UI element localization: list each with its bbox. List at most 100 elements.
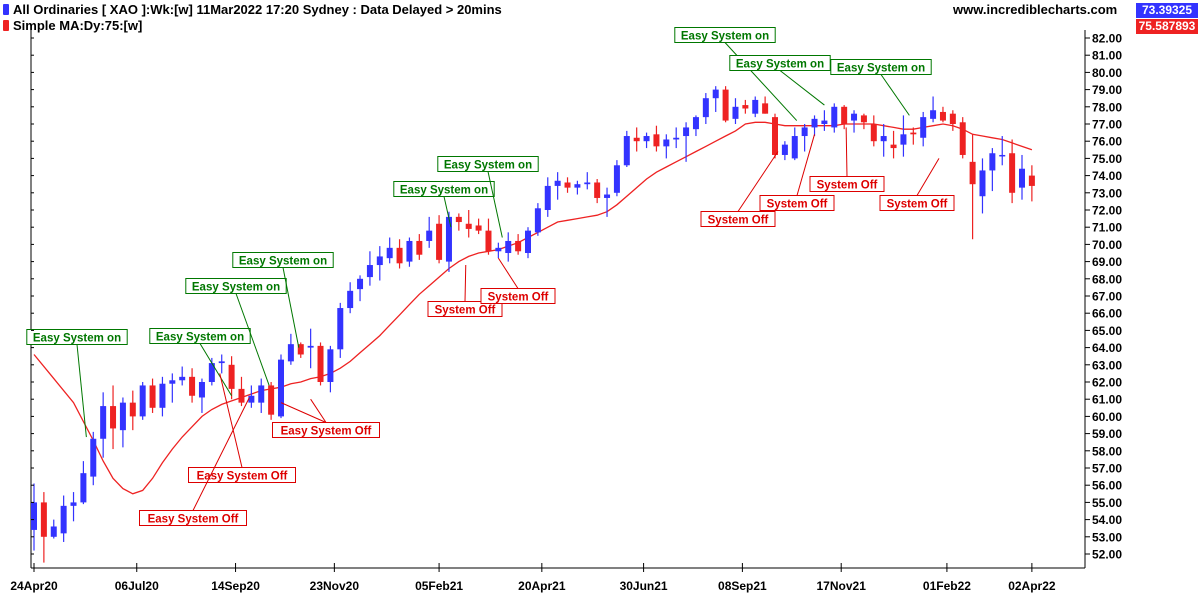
candle-body xyxy=(218,361,225,364)
candle-up xyxy=(287,333,294,365)
ma-legend-row: Simple MA:Dy:75:[w] xyxy=(3,18,142,33)
candle-body xyxy=(949,113,956,124)
candle-body xyxy=(821,120,828,124)
candle-up xyxy=(1019,154,1025,200)
x-tick-label: 01Feb22 xyxy=(923,579,971,593)
y-tick-label: 80.00 xyxy=(1092,66,1122,80)
signal-leader-line xyxy=(310,398,327,423)
signal-leader-line xyxy=(192,397,250,511)
candle-body xyxy=(1019,168,1025,188)
candle-body xyxy=(317,345,324,382)
y-tick-label: 74.00 xyxy=(1092,169,1122,183)
candle-body xyxy=(505,240,512,253)
ma-value-tag: 75.587893 xyxy=(1136,19,1198,34)
candle-body xyxy=(999,154,1006,157)
candle-down xyxy=(890,130,897,159)
y-tick-label: 68.00 xyxy=(1092,272,1122,286)
signal-box xyxy=(26,329,128,345)
candle-body xyxy=(238,388,245,403)
signal-label: Easy System Off xyxy=(148,513,239,525)
candle-up xyxy=(505,232,512,262)
x-tick-label: 05Feb21 xyxy=(415,579,463,593)
candle-body xyxy=(268,385,275,415)
candle-up xyxy=(248,385,255,408)
website-label[interactable]: www.incrediblecharts.com xyxy=(953,2,1118,17)
candle-body xyxy=(831,106,838,128)
candle-up xyxy=(732,98,739,124)
candle-down xyxy=(297,342,304,358)
signal-on-callout: Easy System on xyxy=(393,181,495,228)
signal-label: System Off xyxy=(708,214,769,226)
chart-title: All Ordinaries [ XAO ]:Wk:[w] 11Mar2022 … xyxy=(13,2,502,17)
signal-leader-line xyxy=(76,344,87,438)
candle-body xyxy=(939,111,946,121)
candle-down xyxy=(396,239,403,269)
candle-up xyxy=(673,127,680,149)
candle-up xyxy=(702,93,709,124)
candle-down xyxy=(515,234,522,255)
candle-body xyxy=(791,136,798,159)
candle-body xyxy=(525,230,531,253)
candle-down xyxy=(238,376,245,407)
price-series-swatch xyxy=(3,4,9,15)
candle-down xyxy=(653,125,660,152)
signal-on-callout: Easy System on xyxy=(149,328,251,397)
y-tick-label: 69.00 xyxy=(1092,255,1122,269)
y-tick-label: 82.00 xyxy=(1092,32,1122,46)
y-tick-label: 62.00 xyxy=(1092,376,1122,390)
x-tick-label: 06Jul20 xyxy=(115,579,159,593)
y-tick-label: 77.00 xyxy=(1092,118,1122,132)
candle-up xyxy=(278,354,284,419)
candle-body xyxy=(337,308,344,350)
candle-body xyxy=(149,385,156,408)
y-tick-label: 79.00 xyxy=(1092,83,1122,97)
candle-body xyxy=(781,144,788,155)
candle-down xyxy=(110,385,117,450)
candle-down xyxy=(1009,139,1016,204)
y-tick-label: 53.00 xyxy=(1092,530,1122,544)
signal-box xyxy=(759,195,835,211)
signal-on-callout: Easy System on xyxy=(830,59,932,116)
candle-up xyxy=(406,237,413,267)
x-tick-label: 20Apr21 xyxy=(518,579,566,593)
signal-leader-line xyxy=(282,267,300,348)
candle-up xyxy=(613,160,620,197)
candle-up xyxy=(801,124,808,152)
signal-leader-line xyxy=(779,70,825,106)
candle-up xyxy=(851,110,858,133)
candle-up xyxy=(80,461,87,505)
x-tick-label: 08Sep21 xyxy=(718,579,767,593)
candle-down xyxy=(40,492,47,563)
candle-up xyxy=(100,392,107,458)
candle-body xyxy=(643,136,650,142)
y-tick-label: 58.00 xyxy=(1092,444,1122,458)
candle-body xyxy=(485,230,492,252)
signal-leader-line xyxy=(443,196,452,228)
candle-body xyxy=(732,106,739,119)
signal-leader-line xyxy=(845,127,848,177)
signal-label: System Off xyxy=(488,291,549,303)
candle-body xyxy=(772,117,778,155)
candle-up xyxy=(831,103,838,133)
candle-down xyxy=(268,382,275,420)
candle-body xyxy=(564,182,571,188)
y-tick-label: 55.00 xyxy=(1092,496,1122,510)
candle-up xyxy=(426,216,433,248)
y-tick-label: 63.00 xyxy=(1092,358,1122,372)
candle-body xyxy=(139,385,146,417)
candle-down xyxy=(939,106,946,123)
moving-average-line xyxy=(33,121,1033,495)
candle-down xyxy=(416,234,423,260)
signal-box xyxy=(437,156,539,172)
signal-off-callout: System Off xyxy=(427,265,503,317)
candle-up xyxy=(525,227,531,259)
signal-leader-line xyxy=(880,74,910,116)
signal-box xyxy=(674,27,776,43)
candle-down xyxy=(189,368,196,403)
candle-up xyxy=(386,237,393,264)
candle-up xyxy=(218,354,225,374)
y-tick-label: 61.00 xyxy=(1092,393,1122,407)
signal-label: Easy System Off xyxy=(281,425,372,437)
candle-up xyxy=(179,366,186,386)
